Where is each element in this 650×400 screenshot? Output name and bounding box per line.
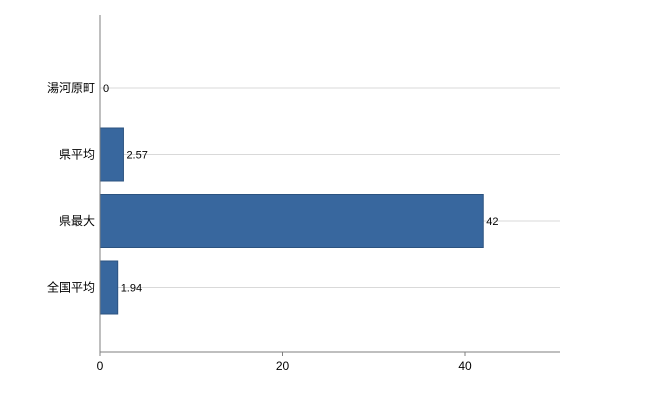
- bar: [99, 194, 484, 248]
- x-tick-label: 0: [97, 359, 104, 373]
- category-label: 全国平均: [47, 280, 95, 295]
- category-label: 県最大: [59, 214, 95, 228]
- category-label: 湯河原町: [47, 81, 95, 95]
- bar-value-label: 1.94: [121, 283, 142, 295]
- bar-value-label: 42: [486, 216, 498, 228]
- bar-value-label: 0: [103, 83, 109, 95]
- x-tick-label: 40: [458, 359, 472, 373]
- bar-value-label: 2.57: [126, 150, 147, 162]
- bar: [99, 260, 119, 315]
- bar: [99, 127, 124, 182]
- x-tick-label: 20: [276, 359, 290, 373]
- category-label: 県平均: [59, 148, 95, 162]
